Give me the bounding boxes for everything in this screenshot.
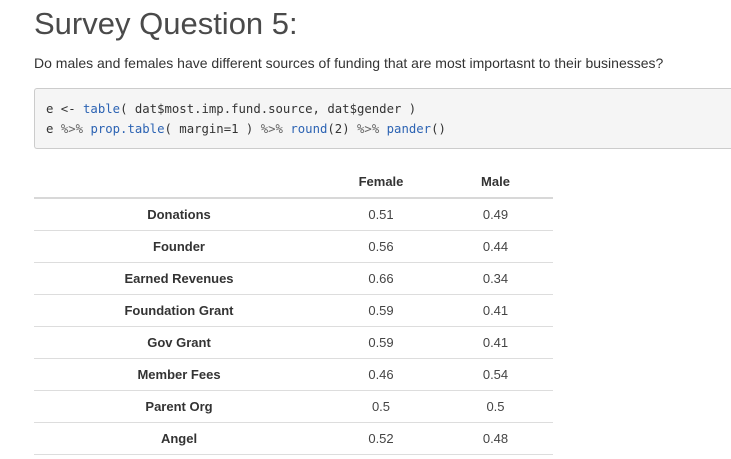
table-row: Founder 0.56 0.44 xyxy=(34,230,553,263)
code-function-prop-table: prop.table xyxy=(90,122,165,136)
female-value: 0.46 xyxy=(324,358,438,391)
male-value: 0.44 xyxy=(438,230,553,263)
female-value: 0.59 xyxy=(324,326,438,359)
row-label: Gov Grant xyxy=(34,326,324,359)
code-text: ( margin=1 ) xyxy=(164,122,261,136)
code-line-1: e <- table( dat$most.imp.fund.source, da… xyxy=(46,99,731,119)
row-label: Parent Org xyxy=(34,390,324,423)
male-value: 0.49 xyxy=(438,198,553,231)
funding-proportion-table: Female Male Donations 0.51 0.49 Founder … xyxy=(34,165,553,455)
code-text: e <- xyxy=(46,102,84,116)
row-label: Member Fees xyxy=(34,358,324,391)
male-value: 0.54 xyxy=(438,358,553,391)
female-value: 0.5 xyxy=(324,390,438,423)
table-header: Female Male xyxy=(34,165,553,199)
row-label: Foundation Grant xyxy=(34,294,324,327)
table-row: Donations 0.51 0.49 xyxy=(34,198,553,231)
table-row: Member Fees 0.46 0.54 xyxy=(34,358,553,391)
page-title: Survey Question 5: xyxy=(34,6,298,41)
row-label: Founder xyxy=(34,230,324,263)
female-value: 0.51 xyxy=(324,198,438,231)
table-row: Gov Grant 0.59 0.41 xyxy=(34,326,553,359)
female-value: 0.59 xyxy=(324,294,438,327)
female-value: 0.52 xyxy=(324,422,438,455)
male-value: 0.34 xyxy=(438,262,553,295)
male-value: 0.48 xyxy=(438,422,553,455)
header-male: Male xyxy=(438,165,553,199)
table-row: Foundation Grant 0.59 0.41 xyxy=(34,294,553,327)
code-pipe-operator: %>% xyxy=(60,122,84,136)
row-label: Angel xyxy=(34,422,324,455)
question-text: Do males and females have different sour… xyxy=(34,55,664,71)
code-text: ( dat$most.imp.fund.source, dat$gender ) xyxy=(120,102,417,116)
female-value: 0.66 xyxy=(324,262,438,295)
code-pipe-operator: %>% xyxy=(260,122,283,136)
row-label: Earned Revenues xyxy=(34,262,324,295)
code-text: e xyxy=(46,122,61,136)
code-line-2: e %>% prop.table( margin=1 ) %>% round(2… xyxy=(46,119,731,139)
code-function-pander: pander xyxy=(386,122,432,136)
table-header-row: Female Male xyxy=(34,165,553,199)
row-label: Donations xyxy=(34,198,324,231)
code-text: () xyxy=(431,122,446,136)
female-value: 0.56 xyxy=(324,230,438,263)
table-row: Angel 0.52 0.48 xyxy=(34,422,553,455)
code-pipe-operator: %>% xyxy=(357,122,380,136)
male-value: 0.41 xyxy=(438,294,553,327)
code-function-round: round xyxy=(290,122,328,136)
table-body: Donations 0.51 0.49 Founder 0.56 0.44 Ea… xyxy=(34,198,553,455)
code-function-table: table xyxy=(83,102,121,116)
code-text: (2) xyxy=(327,122,358,136)
table-row: Parent Org 0.5 0.5 xyxy=(34,390,553,423)
table-row: Earned Revenues 0.66 0.34 xyxy=(34,262,553,295)
male-value: 0.41 xyxy=(438,326,553,359)
header-label-column xyxy=(34,165,324,199)
header-female: Female xyxy=(324,165,438,199)
male-value: 0.5 xyxy=(438,390,553,423)
code-block: e <- table( dat$most.imp.fund.source, da… xyxy=(34,88,731,149)
